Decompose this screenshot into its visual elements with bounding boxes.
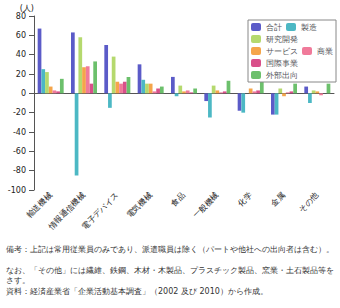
- svg-text:資料：経済産業省「企業活動基本調査」（2002 及び 201: 資料：経済産業省「企業活動基本調査」（2002 及び 2010）から作成。: [6, 287, 268, 296]
- svg-text:研究開発: 研究開発: [266, 35, 298, 44]
- svg-text:外部出向: 外部出向: [266, 71, 298, 80]
- svg-text:-100: -100: [8, 186, 26, 195]
- svg-text:化学: 化学: [236, 191, 254, 209]
- svg-text:さす。: さす。: [6, 276, 30, 285]
- svg-text:なお、「その他」には繊維、鉄鋼、木材・木製品、プラスチック製: なお、「その他」には繊維、鉄鋼、木材・木製品、プラスチック製品、窯業・土石製品等…: [6, 266, 334, 275]
- svg-text:製造: 製造: [301, 23, 317, 32]
- svg-text:40: 40: [16, 50, 26, 59]
- svg-text:食品: 食品: [170, 191, 188, 209]
- svg-text:-20: -20: [13, 108, 26, 117]
- svg-text:情報通信機械: 情報通信機械: [46, 190, 88, 232]
- svg-text:電気機械: 電気機械: [125, 191, 154, 220]
- svg-text:その他: その他: [297, 191, 320, 214]
- svg-text:(人): (人): [19, 3, 34, 13]
- svg-text:金属: 金属: [270, 191, 288, 209]
- svg-text:60: 60: [16, 31, 26, 40]
- svg-text:備考：上記は常用従業員のみであり、派遣職員は除く（パートや他: 備考：上記は常用従業員のみであり、派遣職員は除く（パートや他社への出向者は含む）…: [6, 245, 334, 254]
- svg-text:合計: 合計: [266, 23, 282, 32]
- svg-text:20: 20: [16, 70, 26, 79]
- svg-text:サービス: サービス: [266, 47, 298, 56]
- svg-text:-80: -80: [13, 166, 26, 175]
- svg-text:-60: -60: [13, 147, 26, 156]
- svg-text:電子デバイス: 電子デバイス: [80, 191, 120, 231]
- svg-text:0: 0: [21, 89, 26, 98]
- svg-text:輸送機械: 輸送機械: [25, 191, 54, 220]
- svg-text:国際事業: 国際事業: [266, 59, 298, 68]
- svg-text:80: 80: [16, 12, 26, 21]
- svg-text:一般機械: 一般機械: [192, 191, 221, 220]
- svg-text:商業: 商業: [317, 47, 333, 56]
- svg-text:-40: -40: [13, 128, 26, 137]
